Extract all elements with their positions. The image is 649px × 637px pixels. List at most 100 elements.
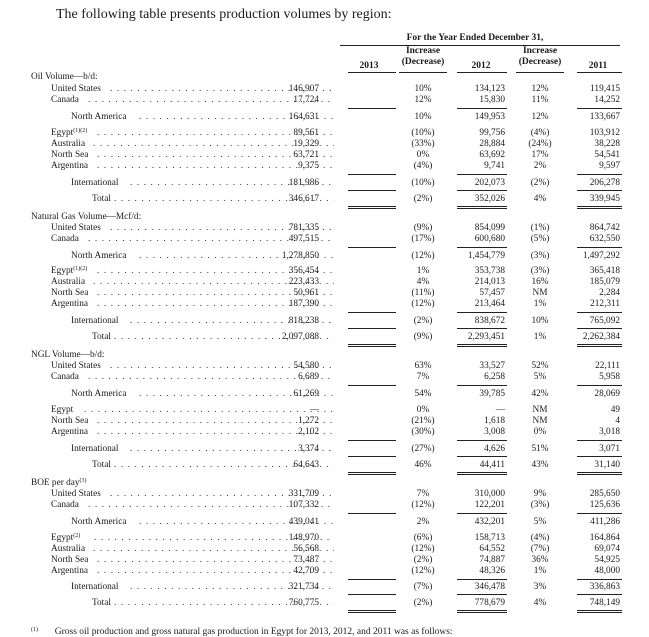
leader-dots: . . . . . . . . . . . . . . . . . . . . … [114, 598, 334, 608]
cell-v2012: 778,679 [474, 598, 505, 608]
intro-text: The following table presents production … [56, 7, 392, 22]
leader-dots: . . . . . . . . . . . . . . . . . . . . … [97, 299, 334, 309]
cell-v2012: 122,201 [474, 500, 505, 510]
cell-v2013: 2,102 [298, 427, 319, 437]
cell-v2013: 148,970 [288, 533, 319, 543]
leader-dots: . . . . . . . . . . . . . . . . . . . . … [97, 566, 334, 576]
cell-c2: (3%) [530, 266, 550, 276]
cell-v2011: 185,079 [589, 277, 620, 287]
cell-v2011: 365,418 [589, 266, 620, 276]
cell-v2011: 3,071 [599, 444, 620, 454]
row-label-text: Australia [51, 544, 86, 554]
subtotal-rule [457, 312, 507, 313]
leader-dots: . . . . . . . . . . . . . . . . . . . . … [110, 223, 334, 233]
cell-v2012: 3,008 [484, 427, 505, 437]
cell-v2011: 285,650 [589, 489, 620, 499]
cell-v2011: 69,074 [594, 544, 620, 554]
header-decrease-1: (Decrease) [401, 57, 445, 67]
section-title-text: BOE per day [31, 478, 80, 488]
cell-c2: 12% [531, 112, 549, 122]
row-label-footnote: (1)(2) [73, 266, 88, 272]
leader-dots: . . . . . . . . . . . . . . . . . . . . … [114, 194, 334, 204]
header-rule-change-1 [399, 72, 447, 73]
cell-v2011: 411,286 [590, 517, 620, 527]
row-label-gas-us: United States [51, 223, 101, 233]
cell-v2013: 89,561 [293, 128, 319, 138]
cell-v2012: 1,618 [484, 416, 505, 426]
cell-v2012: 44,411 [479, 460, 505, 470]
leader-dots: . . . . . . . . . . . . . . . . . . . . … [130, 582, 334, 592]
cell-v2011: 9,597 [599, 161, 620, 171]
leader-dots: . . . . . . . . . . . . . . . . . . . . … [93, 139, 334, 149]
subtotal-rule [348, 190, 396, 191]
cell-v2013: 346,617 [288, 194, 319, 204]
cell-v2012: 346,478 [474, 582, 505, 592]
row-label-boe-us: United States [51, 489, 101, 499]
row-label-text: North America [71, 389, 127, 399]
cell-c2: 5% [533, 372, 547, 382]
cell-c1: (2%) [413, 555, 433, 565]
leader-dots: . . . . . . . . . . . . . . . . . . . . … [139, 112, 334, 122]
row-label-ngl-na: North America [71, 389, 127, 399]
subtotal-rule [457, 190, 507, 191]
cell-v2013: 331,709 [288, 489, 319, 499]
cell-c2: 10% [531, 316, 549, 326]
leader-dots: . . . . . . . . . . . . . . . . . . . . … [110, 361, 334, 371]
row-label-oil-au: Australia [51, 139, 85, 149]
cell-c1: 10% [414, 84, 432, 94]
row-label-boe-total: Total [92, 598, 111, 608]
cell-c2: 36% [531, 555, 549, 565]
cell-c1: (6%) [413, 533, 433, 543]
header-col-2011: 2011 [588, 61, 608, 71]
cell-c2: 1% [533, 332, 547, 342]
cell-v2011: 48,000 [594, 566, 620, 576]
subtotal-rule [457, 440, 507, 441]
subtotal-rule [457, 594, 507, 595]
subtotal-rule [457, 456, 507, 457]
row-label-boe-ca: Canada [51, 500, 79, 510]
cell-c1: 1% [416, 266, 430, 276]
cell-v2011: 765,092 [589, 316, 620, 326]
cell-c1: 2% [416, 517, 430, 527]
cell-c1: (2%) [413, 194, 433, 204]
row-label-gas-ca: Canada [51, 234, 79, 244]
row-label-boe-na: North America [71, 517, 127, 527]
leader-dots: . . . . . . . . . . . . . . . . . . . . … [139, 389, 334, 399]
leader-dots: . . . . . . . . . . . . . . . . . . . . … [97, 161, 334, 171]
cell-v2012: 57,457 [479, 288, 505, 298]
row-label-text: Canada [51, 500, 79, 510]
cell-v2013: 73,487 [293, 555, 319, 565]
cell-v2013: 187,390 [288, 299, 319, 309]
row-label-text: Canada [51, 372, 79, 382]
cell-c2: 51% [531, 444, 549, 454]
cell-v2012: 39,785 [479, 389, 505, 399]
row-label-oil-eg: Egypt(1)(2) [51, 128, 87, 138]
cell-v2011: 2,284 [599, 288, 620, 298]
row-label-text: North America [71, 517, 127, 527]
row-label-ngl-ca: Canada [51, 372, 79, 382]
row-label-ngl-us: United States [51, 361, 101, 371]
cell-v2012: 33,527 [479, 361, 505, 371]
leader-dots: . . . . . . . . . . . . . . . . . . . . … [110, 489, 334, 499]
cell-v2012: 48,326 [479, 566, 505, 576]
cell-v2011: 31,140 [594, 460, 620, 470]
cell-v2011: 864,742 [589, 223, 620, 233]
cell-c2: 16% [531, 277, 549, 287]
row-label-text: North Sea [51, 150, 89, 160]
cell-v2013: 19,329 [293, 139, 319, 149]
row-label-text: International [71, 178, 119, 188]
subtotal-rule [457, 174, 507, 175]
row-label-boe-ns: North Sea [51, 555, 88, 565]
row-label-text: North America [71, 251, 127, 261]
cell-v2013: 1,272 [298, 416, 319, 426]
cell-v2013: 64,643 [293, 460, 319, 470]
cell-v2013: 164,631 [288, 112, 319, 122]
row-label-text: Egypt [51, 533, 74, 543]
cell-c2: 52% [531, 361, 549, 371]
cell-v2013: 818,238 [288, 316, 319, 326]
cell-c1: (2%) [413, 316, 433, 326]
cell-c2: (24%) [528, 139, 552, 149]
cell-c1: (33%) [411, 139, 435, 149]
section-title-ngl: NGL Volume—b/d: [31, 350, 104, 360]
header-rule-2011 [577, 72, 622, 73]
